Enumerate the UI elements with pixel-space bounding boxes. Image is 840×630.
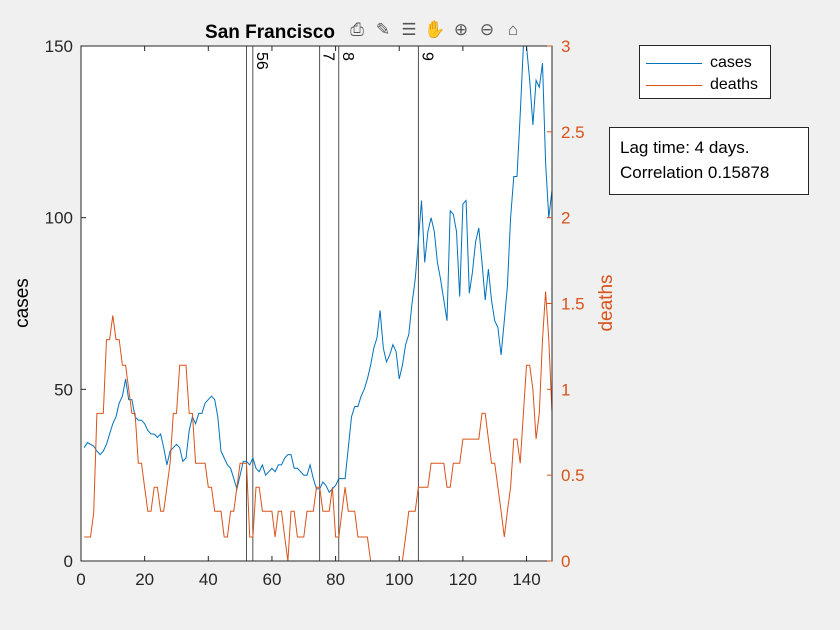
zoom-in-icon[interactable]: ⊕ — [453, 20, 469, 39]
y-tick-label-left: 100 — [45, 209, 73, 228]
legend-swatch-deaths — [646, 84, 702, 86]
y-tick-label-right: 0.5 — [561, 466, 585, 485]
legend-label-cases: cases — [710, 54, 752, 71]
annotation-correlation: Correlation 0.15878 — [620, 163, 770, 182]
zoom-out-icon[interactable]: ⊖ — [479, 20, 495, 39]
series-line-deaths — [84, 291, 553, 562]
y-tick-label-right: 0 — [561, 552, 570, 571]
y-tick-label-right: 1 — [561, 380, 570, 399]
vline-label: 56 — [253, 52, 270, 70]
legend-label-deaths: deaths — [710, 76, 759, 93]
export-icon[interactable]: ⎙ — [350, 20, 364, 39]
y-tick-label-left: 0 — [64, 552, 73, 571]
legend-item-deaths[interactable]: deaths — [646, 75, 758, 95]
axes-background — [81, 46, 552, 561]
vline-label: 9 — [418, 52, 435, 61]
pan-icon[interactable]: ✋ — [424, 20, 446, 39]
x-tick-label: 80 — [326, 570, 345, 589]
y-tick-label-right: 2.5 — [561, 123, 585, 142]
y-tick-label-right: 1.5 — [561, 295, 585, 314]
vertical-markers: 56 7 8 9 — [246, 46, 435, 561]
datatip-icon[interactable]: ☰ — [401, 20, 417, 39]
x-axis-ticks: 0 20 40 60 80 100 120 140 — [76, 46, 541, 589]
series-line-cases — [83, 45, 553, 494]
vline-label: 8 — [339, 52, 356, 61]
y-tick-label-right: 3 — [561, 37, 570, 56]
x-tick-label: 20 — [135, 570, 154, 589]
annotation-lag-time: Lag time: 4 days. — [620, 138, 750, 157]
axes-toolbar: ⎙ ✎ ☰ ✋ ⊕ ⊖ ⌂ — [346, 17, 524, 43]
x-tick-label: 40 — [199, 570, 218, 589]
x-tick-label: 100 — [385, 570, 413, 589]
x-tick-label: 120 — [449, 570, 477, 589]
legend[interactable]: cases deaths — [639, 45, 771, 99]
legend-item-cases[interactable]: cases — [646, 53, 752, 73]
annotation-box[interactable]: Lag time: 4 days. Correlation 0.15878 — [609, 127, 809, 195]
series-lines — [83, 45, 553, 562]
y-axis-label-right: deaths — [596, 274, 617, 331]
left-axis-ticks: 0 50 100 150 — [45, 37, 86, 571]
right-axis-ticks: 0 0.5 1 1.5 2 2.5 3 — [547, 37, 585, 571]
x-tick-label: 0 — [76, 570, 85, 589]
x-tick-label: 140 — [512, 570, 540, 589]
chart-title: San Francisco — [205, 22, 335, 43]
y-axis-label-left: cases — [12, 278, 33, 328]
home-icon[interactable]: ⌂ — [507, 20, 519, 39]
x-tick-label: 60 — [262, 570, 281, 589]
y-tick-label-right: 2 — [561, 209, 570, 228]
y-tick-label-left: 50 — [54, 380, 73, 399]
legend-swatch-cases — [646, 62, 702, 64]
y-tick-label-left: 150 — [45, 37, 73, 56]
brush-icon[interactable]: ✎ — [375, 20, 391, 39]
vline-label: 7 — [320, 52, 337, 61]
